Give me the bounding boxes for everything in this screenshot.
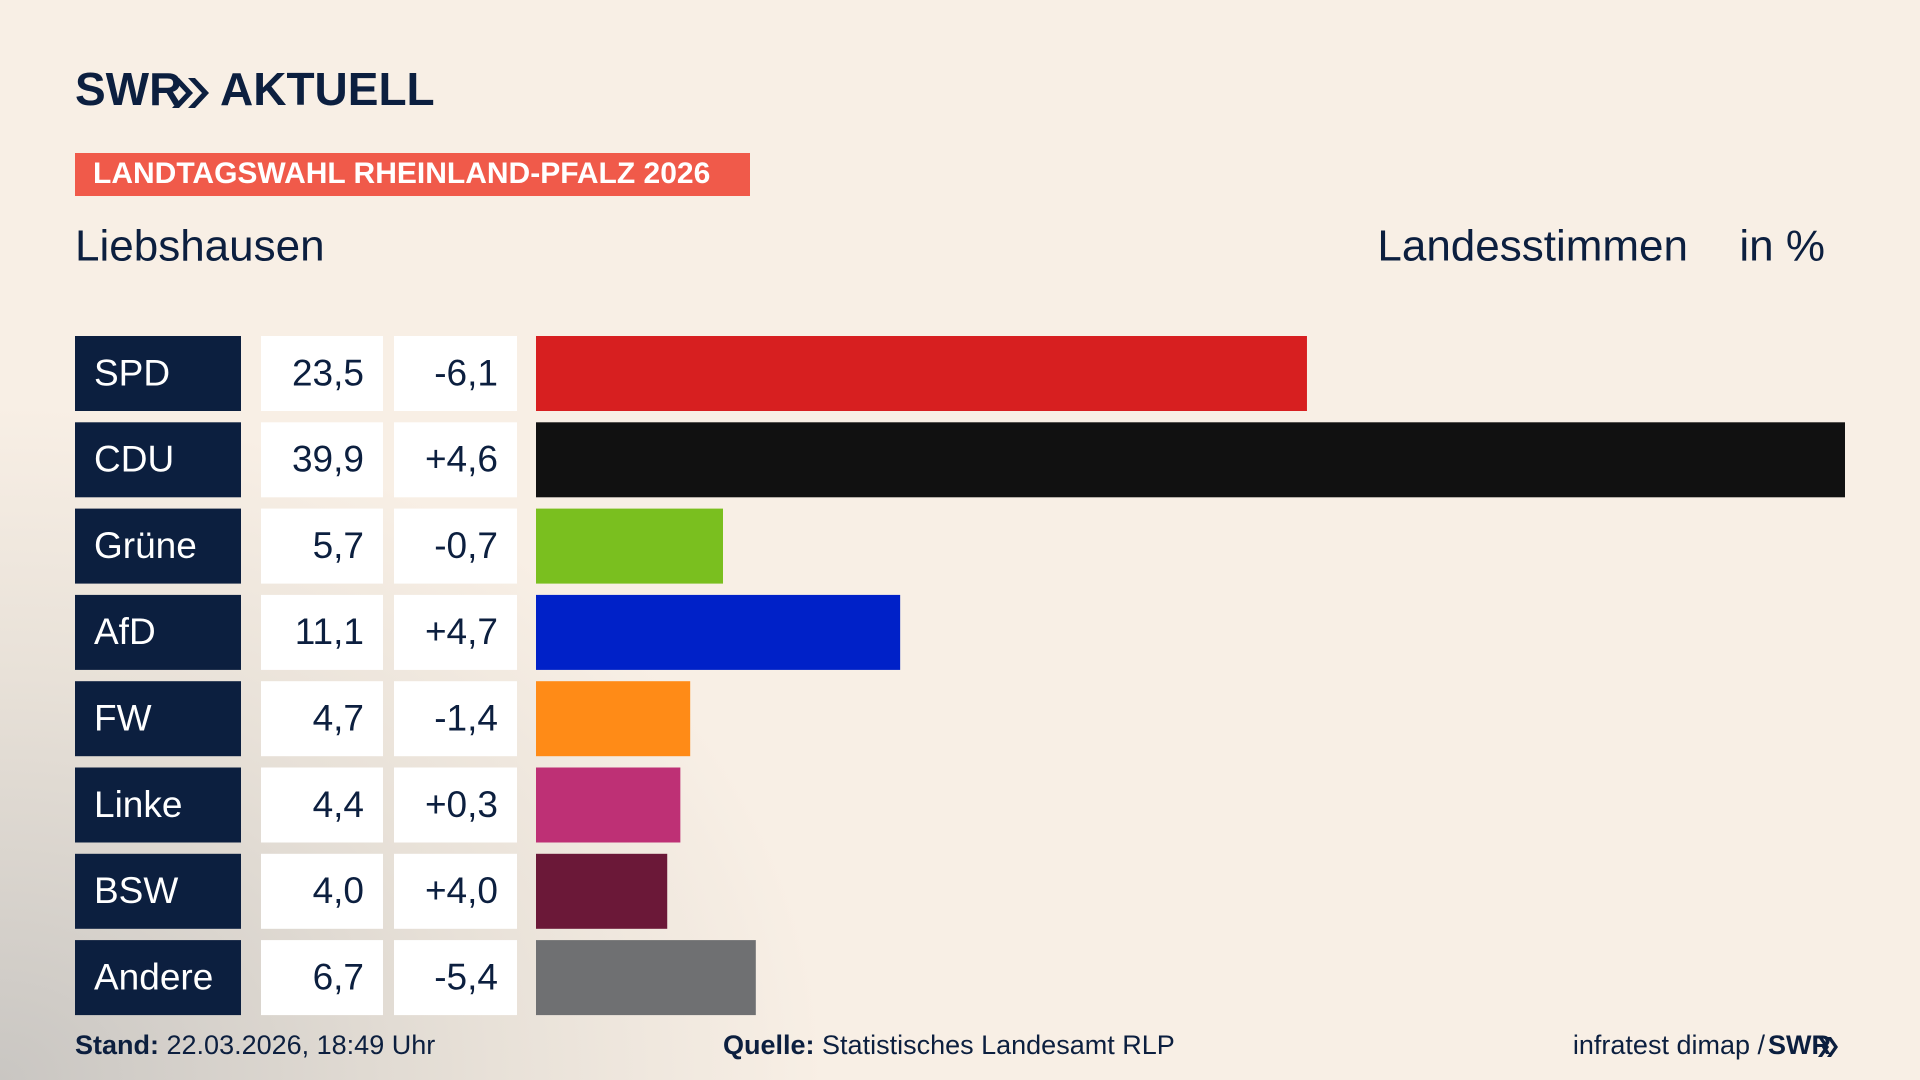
value-label: 39,9 <box>292 439 364 480</box>
party-label: Andere <box>94 956 213 997</box>
change-label: -5,4 <box>434 956 498 997</box>
source-label: Quelle: <box>723 1030 815 1060</box>
tag: LANDTAGSWAHL RHEINLAND-PFALZ 2026 <box>93 157 710 190</box>
change-box <box>394 853 517 929</box>
bar <box>536 767 681 843</box>
bar <box>536 422 1845 498</box>
change-label: -0,7 <box>434 525 498 566</box>
party-label: CDU <box>94 439 174 480</box>
change-box <box>394 422 517 498</box>
party-box <box>75 508 241 584</box>
party-box <box>75 940 241 1016</box>
party-box <box>75 767 241 843</box>
change-box <box>394 594 517 670</box>
change-box <box>394 336 517 411</box>
party-box <box>75 336 241 411</box>
source-value: Statistisches Landesamt RLP <box>822 1030 1175 1060</box>
change-label: +4,0 <box>425 870 498 911</box>
brand-product: AKTUELL <box>220 63 435 115</box>
value-box <box>261 336 383 411</box>
party-box <box>75 853 241 929</box>
credit: infratest dimap / <box>1573 1030 1766 1060</box>
value-box <box>261 594 383 670</box>
party-label: BSW <box>94 870 178 911</box>
party-label: AfD <box>94 611 156 652</box>
bar <box>536 508 723 584</box>
party-label: SPD <box>94 352 170 393</box>
unit: in % <box>1739 222 1825 271</box>
change-label: +4,7 <box>425 611 498 652</box>
party-label: Grüne <box>94 525 197 566</box>
change-label: +4,6 <box>425 439 498 480</box>
bar <box>536 594 901 670</box>
value-label: 11,1 <box>295 611 364 652</box>
credit-chevrons <box>1818 1037 1838 1057</box>
value-box <box>261 767 383 843</box>
value-box <box>261 681 383 757</box>
party-box <box>75 681 241 757</box>
chart-subtitle: Landesstimmen <box>1377 222 1688 271</box>
tag-box <box>75 153 750 196</box>
value-box <box>261 853 383 929</box>
chart-title: Liebshausen <box>75 222 325 271</box>
brand-name: SWR <box>75 63 182 115</box>
value-box <box>261 940 383 1016</box>
party-box <box>75 422 241 498</box>
change-box <box>394 508 517 584</box>
party-label: Linke <box>94 784 182 825</box>
bar <box>536 940 756 1016</box>
stand-label: Stand: <box>75 1030 159 1060</box>
source: Quelle: Statistisches Landesamt RLP <box>723 1030 1175 1060</box>
logo-chevrons <box>172 78 209 108</box>
rows: SPD 23,5 -6,1 CDU 39,9 +4,6 Grüne 5,7 -0,7 AfD 11,… <box>75 336 1845 1016</box>
party-box <box>75 594 241 670</box>
change-label: -6,1 <box>434 352 498 393</box>
value-label: 4,0 <box>313 870 364 911</box>
value-label: 6,7 <box>313 956 364 997</box>
value-label: 5,7 <box>313 525 364 566</box>
change-label: +0,3 <box>425 784 498 825</box>
change-box <box>394 940 517 1016</box>
bar <box>536 336 1307 411</box>
value-label: 4,4 <box>313 784 364 825</box>
change-box <box>394 681 517 757</box>
value-label: 23,5 <box>292 352 364 393</box>
change-label: -1,4 <box>434 697 498 738</box>
stand-value: 22.03.2026, 18:49 Uhr <box>167 1030 436 1060</box>
logo: SWR AKTUELL <box>75 63 435 115</box>
bar <box>536 681 691 757</box>
value-box <box>261 508 383 584</box>
party-label: FW <box>94 697 152 738</box>
value-label: 4,7 <box>313 697 364 738</box>
stand: Stand: 22.03.2026, 18:49 Uhr <box>75 1030 435 1060</box>
bar <box>536 853 668 929</box>
change-box <box>394 767 517 843</box>
value-box <box>261 422 383 498</box>
